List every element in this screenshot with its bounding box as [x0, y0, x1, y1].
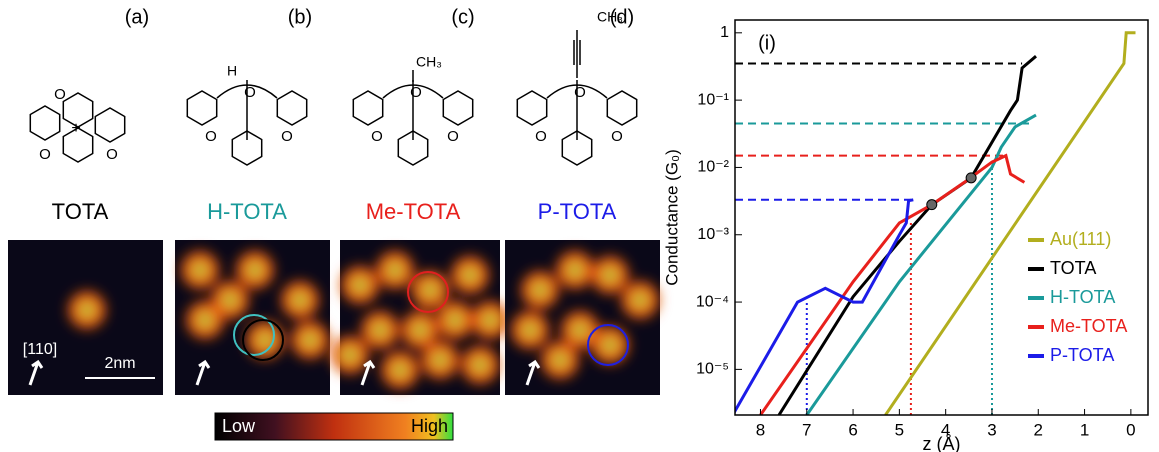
- x-axis-label: z (Å): [923, 434, 961, 452]
- x-tick-label: 6: [848, 420, 857, 439]
- stm-blob: [448, 253, 492, 297]
- atom-label: O: [39, 146, 51, 163]
- atom-label: O: [371, 128, 383, 145]
- x-tick-label: 3: [987, 420, 996, 439]
- y-tick-label: 10⁻³: [697, 226, 729, 243]
- stm-blob: [65, 288, 109, 332]
- substituent: H: [227, 63, 237, 79]
- legend-label: Au(111): [1050, 229, 1111, 249]
- atom-label: O: [535, 128, 547, 145]
- stm-blob: [378, 348, 422, 392]
- atom-label: O: [106, 146, 118, 163]
- stm-blobs: [65, 288, 109, 332]
- series-line: [733, 200, 914, 415]
- atom-label: O: [410, 84, 422, 101]
- atom-label: O: [281, 128, 293, 145]
- panel-label: (i): [758, 32, 776, 54]
- atom-label: O: [574, 84, 586, 101]
- stm-blob: [278, 278, 322, 322]
- molecule-name: Me-TOTA: [366, 199, 461, 224]
- ring: [187, 91, 216, 125]
- ring: [353, 91, 382, 125]
- stm-blob: [618, 278, 662, 322]
- molecule-name: H-TOTA: [207, 199, 287, 224]
- point: [927, 200, 937, 210]
- panel-label: (b): [288, 6, 312, 28]
- atom-label: O: [447, 128, 459, 145]
- x-tick-label: 1: [1080, 420, 1089, 439]
- bond: [574, 30, 580, 78]
- ring: [607, 91, 636, 125]
- colorbar-low: Low: [222, 416, 256, 436]
- point: [966, 173, 976, 183]
- x-tick-label: 5: [895, 420, 904, 439]
- y-tick-label: 10⁻²: [697, 159, 729, 176]
- x-tick-label: 0: [1126, 420, 1135, 439]
- y-axis-label: Conductance (G₀): [662, 149, 681, 286]
- x-tick-label: 7: [802, 420, 811, 439]
- charge: +: [71, 120, 80, 137]
- substituent: CH₃: [416, 54, 442, 70]
- substituent: CH₃: [597, 9, 623, 25]
- panel-label: (a): [125, 6, 149, 28]
- scale-label: 2nm: [104, 355, 135, 372]
- stm-blob: [288, 318, 332, 362]
- legend-label: Me-TOTA: [1050, 316, 1127, 336]
- ring: [95, 108, 124, 142]
- ring: [443, 91, 472, 125]
- legend-label: TOTA: [1050, 258, 1096, 278]
- series-line: [761, 156, 1025, 415]
- y-tick-label: 10⁻¹: [697, 91, 729, 108]
- y-tick-label: 10⁻⁴: [696, 293, 729, 310]
- stm-blob: [418, 338, 462, 382]
- atom-label: O: [205, 128, 217, 145]
- y-tick-label: 1: [720, 24, 729, 41]
- ring: [277, 91, 306, 125]
- stm-blob: [458, 343, 502, 387]
- molecule-name: TOTA: [52, 199, 109, 224]
- legend-label: P-TOTA: [1050, 345, 1114, 365]
- ring: [517, 91, 546, 125]
- stm-blob: [183, 298, 227, 342]
- stm-blob: [328, 333, 372, 377]
- molecule-name: P-TOTA: [538, 199, 617, 224]
- colorbar-high: High: [411, 416, 448, 436]
- stm-blob: [233, 248, 277, 292]
- atom-label: O: [244, 84, 256, 101]
- atom-label: O: [611, 128, 623, 145]
- direction-label: [110]: [23, 341, 57, 358]
- panel-label: (c): [451, 6, 474, 28]
- atom-label: O: [54, 86, 66, 103]
- x-tick-label: 2: [1034, 420, 1043, 439]
- stm-blob: [538, 338, 582, 382]
- ring: [30, 106, 59, 140]
- series-line: [779, 56, 1036, 415]
- legend-label: H-TOTA: [1050, 287, 1115, 307]
- series-line: [807, 115, 1036, 415]
- figure: (a)(b)(c)(d)(e)(f)(g)(h)TOTAH-TOTAMe-TOT…: [0, 0, 1159, 452]
- y-tick-label: 10⁻⁵: [696, 361, 729, 378]
- x-tick-label: 8: [756, 420, 765, 439]
- stm-blob: [433, 298, 477, 342]
